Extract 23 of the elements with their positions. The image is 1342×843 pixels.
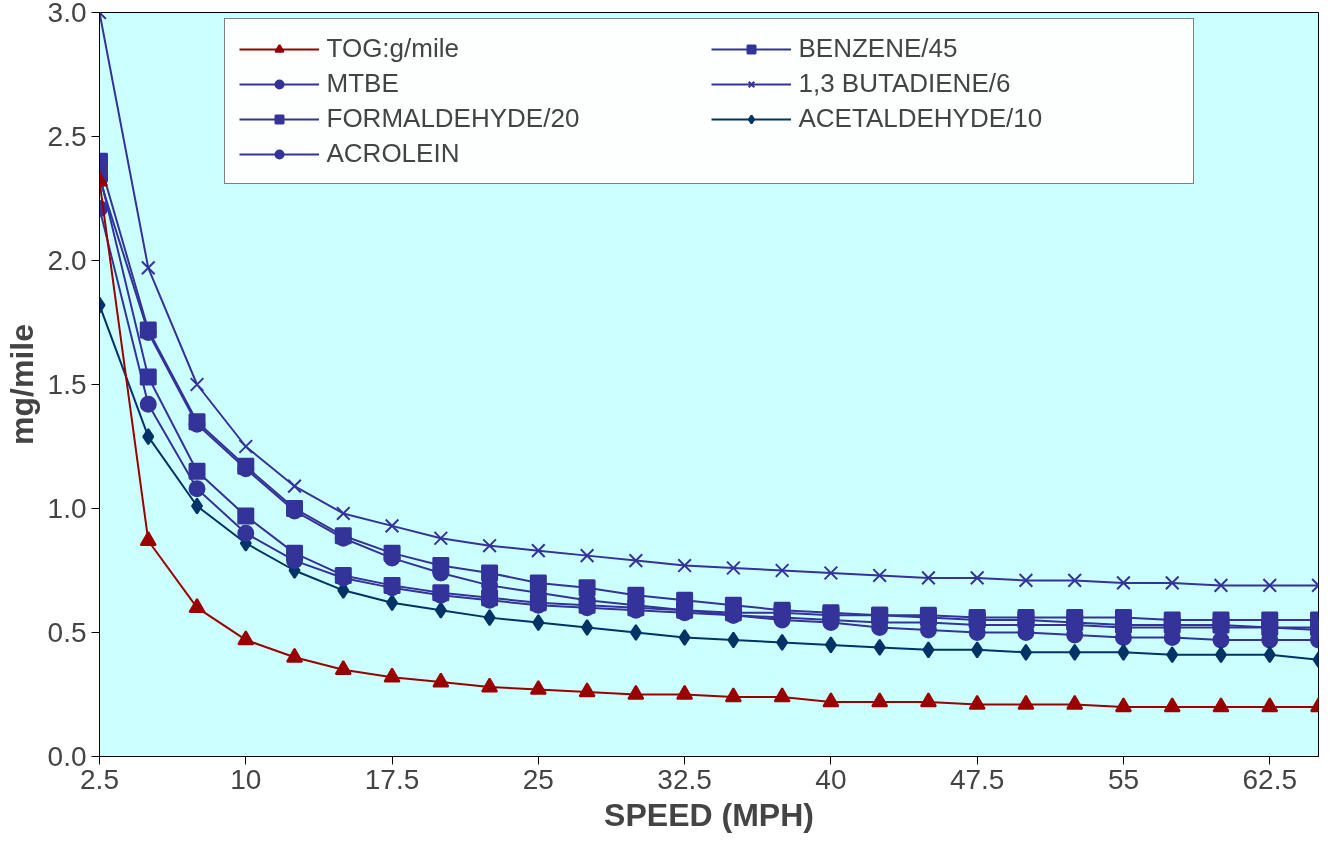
- x-axis-title: SPEED (MPH): [604, 796, 814, 833]
- y-tick-label: 0.5: [47, 617, 87, 648]
- y-tick-label: 3.0: [47, 0, 87, 28]
- y-tick-label: 2.0: [47, 245, 87, 276]
- y-tick-label: 1.0: [47, 493, 87, 524]
- x-tick-label: 25: [522, 763, 554, 795]
- legend-label: FORMALDEHYDE/20: [326, 103, 581, 134]
- y-tick-label: 2.5: [47, 121, 87, 152]
- x-tick-label: 17.5: [364, 763, 420, 795]
- legend-label: TOG:g/mile: [326, 33, 460, 64]
- legend-label: ACETALDEHYDE/10: [798, 103, 1044, 134]
- x-tick-label: 47.5: [949, 763, 1005, 795]
- y-axis-title: mg/mile: [3, 324, 40, 445]
- legend-label: ACROLEIN: [326, 138, 461, 169]
- x-tick-label: 32.5: [657, 763, 712, 795]
- x-tick-label: 10: [230, 763, 262, 795]
- legend-label: MTBE: [326, 68, 400, 99]
- y-tick-label: 1.5: [47, 369, 87, 400]
- x-tick-label: 55: [1107, 763, 1140, 795]
- x-tick-label: 40: [815, 763, 847, 795]
- legend-label: BENZENE/45: [798, 33, 959, 64]
- legend-label: 1,3 BUTADIENE/6: [798, 68, 1012, 99]
- x-tick-label: 62.5: [1242, 763, 1297, 795]
